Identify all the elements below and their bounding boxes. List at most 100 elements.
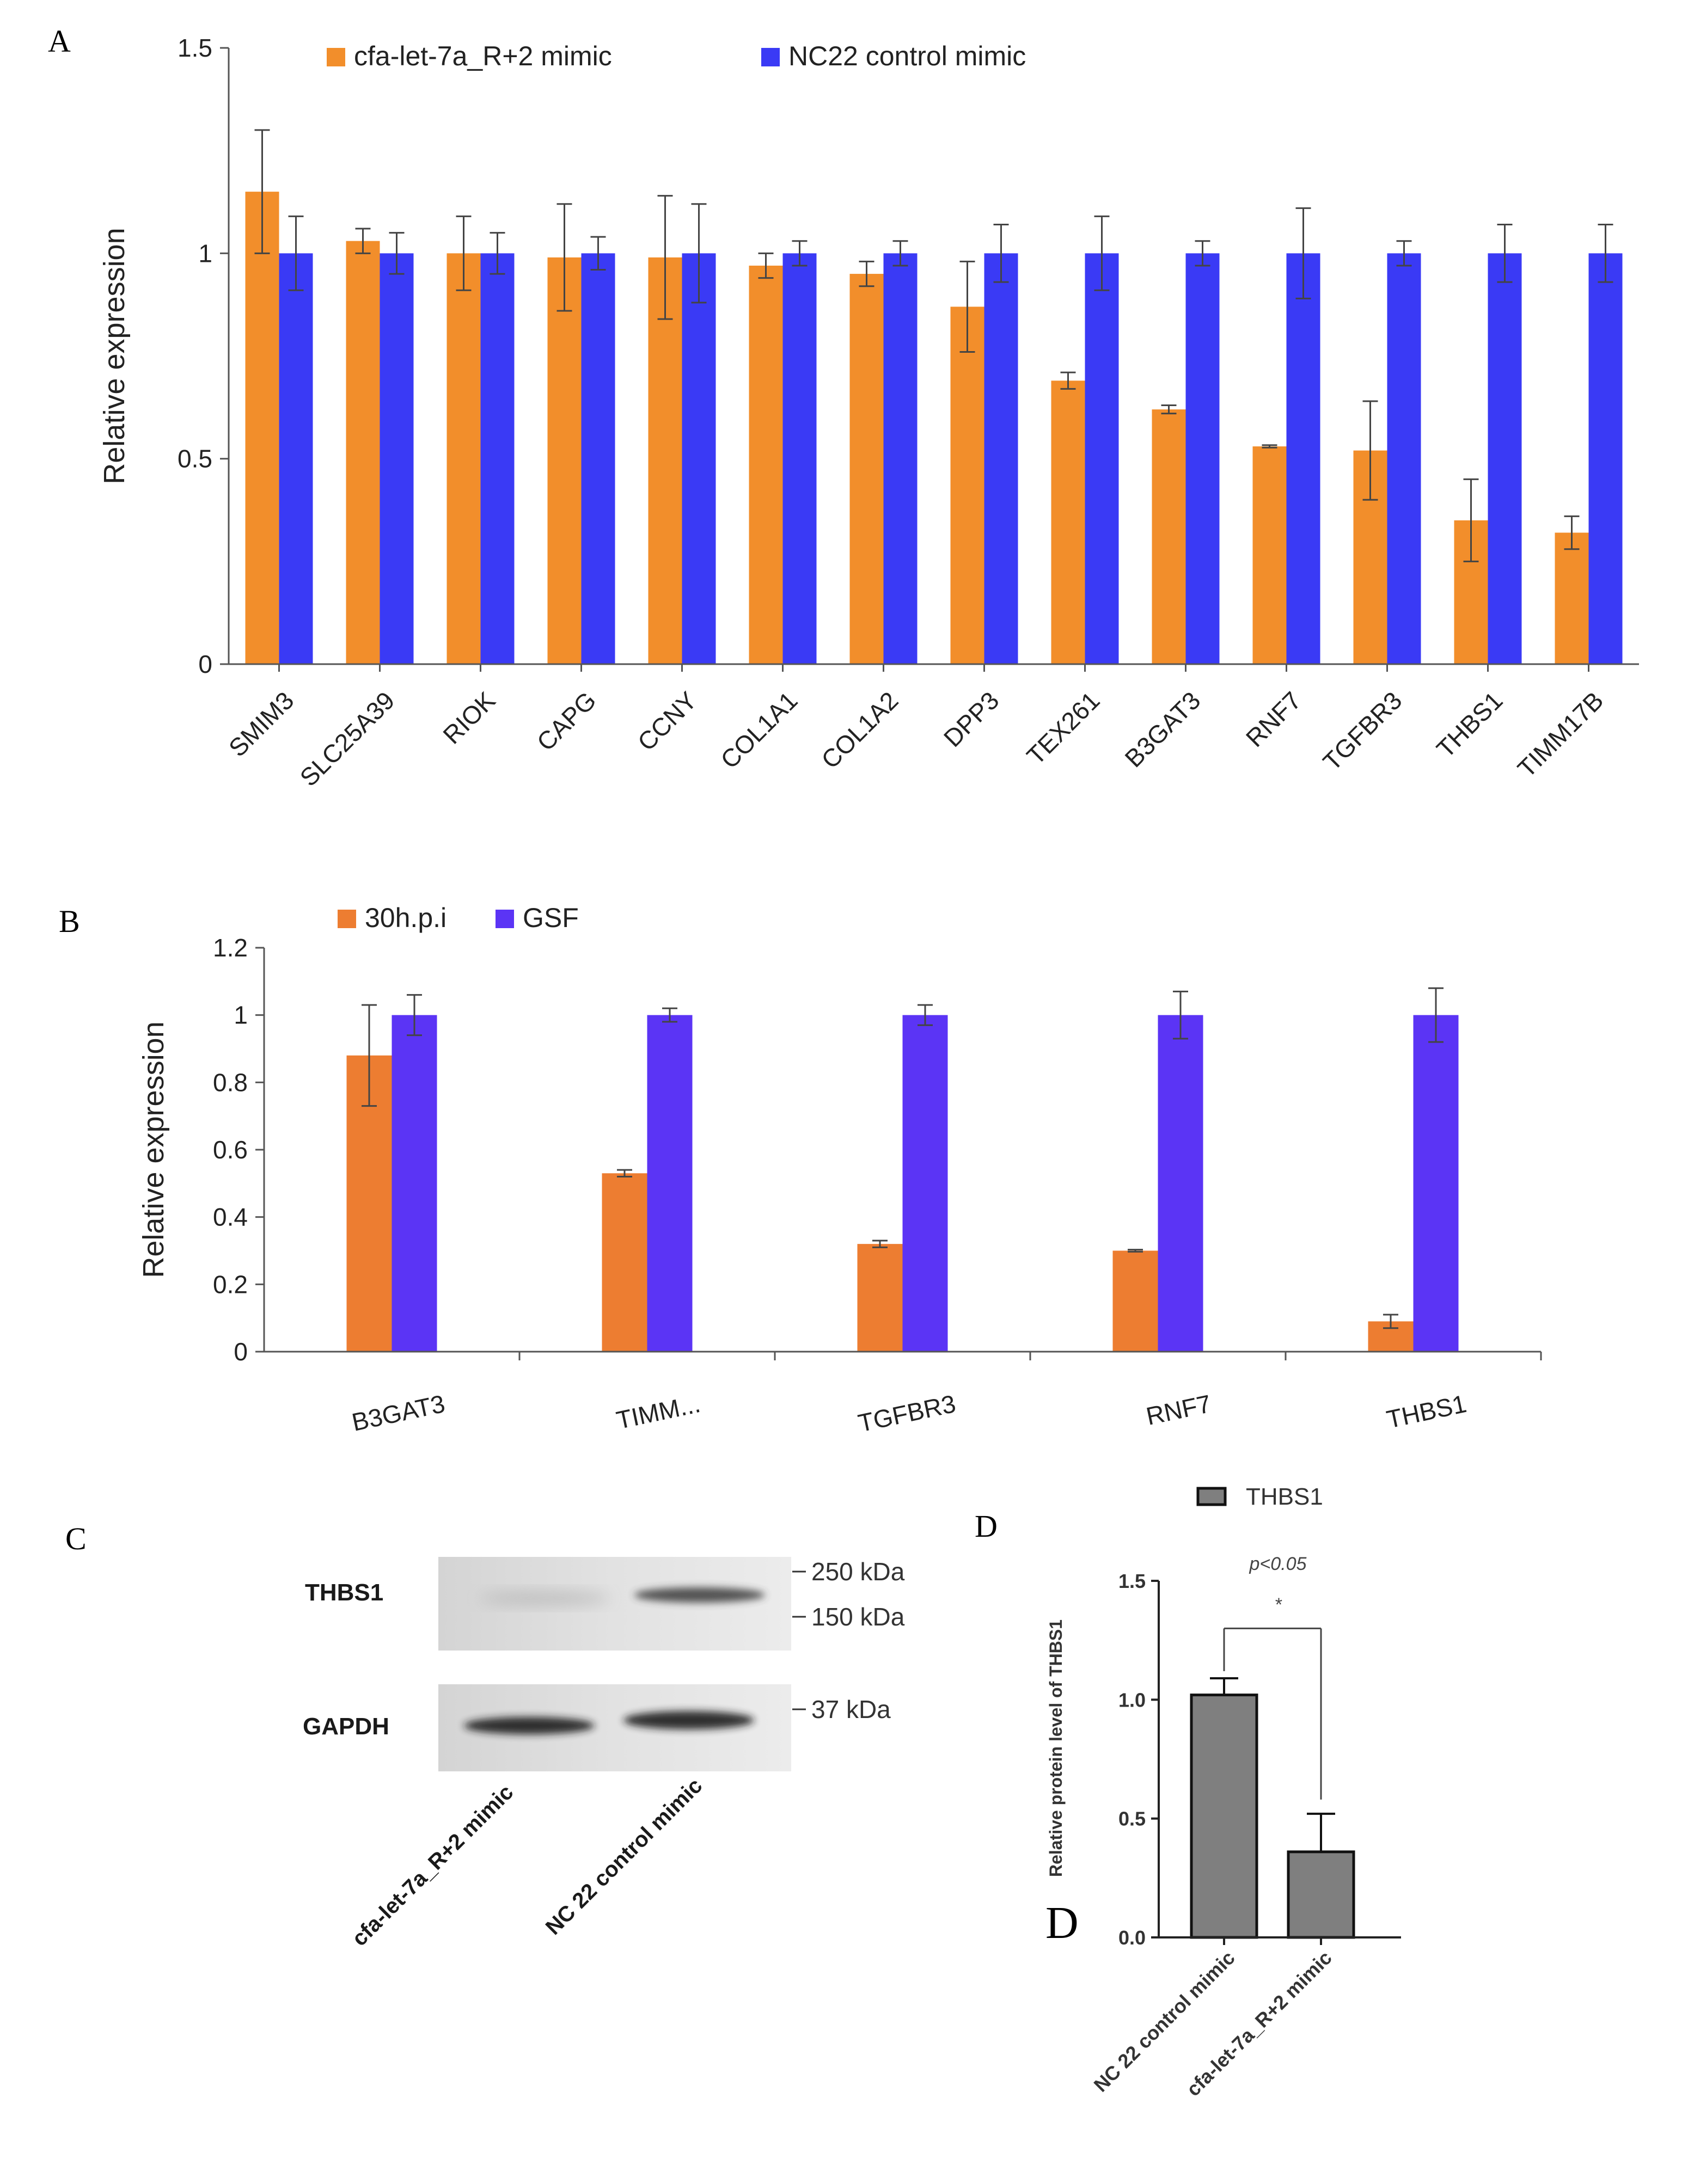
chart-d-ytick-label: 0.5 bbox=[1118, 1808, 1146, 1830]
chart-a-bar-smim3-cfa-let-7a-r-2-mimic bbox=[245, 192, 279, 665]
chart-a-category-label: SLC25A39 bbox=[294, 686, 400, 792]
chart-a-error-bar-b3gat3-cfa-let-7a-r-2-mimic bbox=[1161, 404, 1177, 415]
chart-a-bar-col1a2-nc22-control-mimic bbox=[883, 253, 918, 664]
chart-a-category-label: TGFBR3 bbox=[1317, 686, 1407, 776]
chart-a-bar-col1a2-cfa-let-7a-r-2-mimic bbox=[849, 274, 884, 665]
chart-a-error-bar-b3gat3-nc22-control-mimic bbox=[1195, 240, 1210, 267]
panel-letter-d-overlay: D bbox=[1045, 1898, 1079, 1948]
chart-d-bar-cfa-let-7a-r-2-mimic bbox=[1287, 1850, 1355, 1939]
chart-a-category-label: CAPG bbox=[531, 686, 602, 756]
chart-a-error-bar-capg-nc22-control-mimic bbox=[590, 236, 606, 271]
chart-b: 30h.p.i GSF 0 0.2 0.4 0.6 0.8 1 1.2 Relative exp… bbox=[137, 903, 1542, 1438]
chart-a-bar-tex261-nc22-control-mimic bbox=[1085, 253, 1119, 664]
chart-b-error-bar-b3gat3-30h-p-i bbox=[362, 1004, 377, 1107]
chart-b-legend-item-gsf: GSF bbox=[496, 903, 579, 933]
chart-b-ytick-label: 0 bbox=[234, 1338, 248, 1366]
chart-a-error-bar-col1a2-nc22-control-mimic bbox=[892, 240, 908, 267]
chart-a-bar-capg-nc22-control-mimic bbox=[581, 253, 615, 664]
chart-a-y-axis-label: Relative expression bbox=[98, 228, 131, 484]
chart-a-error-bar-dpp3-cfa-let-7a-r-2-mimic bbox=[959, 260, 975, 353]
chart-b-category-label: RNF7 bbox=[1143, 1389, 1213, 1431]
chart-a-category-label: COL1A1 bbox=[715, 686, 803, 774]
blot-band-gapdh-lane1 bbox=[464, 1717, 595, 1734]
blot-lane-label-1: cfa-let-7a_R+2 mimic bbox=[347, 1780, 518, 1950]
chart-a-legend-label: NC22 control mimic bbox=[788, 41, 1026, 71]
chart-a-bar-dpp3-cfa-let-7a-r-2-mimic bbox=[950, 306, 984, 664]
chart-a-ytick-label: 0.5 bbox=[178, 445, 212, 473]
chart-b-bar-thbs1-gsf bbox=[1413, 1015, 1459, 1352]
chart-a-error-bar-smim3-cfa-let-7a-r-2-mimic bbox=[254, 129, 270, 254]
chart-a-category-label: TEX261 bbox=[1021, 686, 1105, 770]
chart-a-error-bar-smim3-nc22-control-mimic bbox=[288, 215, 304, 291]
chart-a-legend-item-nc22-control-mimic: NC22 control mimic bbox=[761, 41, 1026, 71]
chart-b-error-bar-thbs1-gsf bbox=[1428, 987, 1444, 1043]
chart-d-error-bar-cfa-let-7a-r-2-mimic bbox=[1307, 1812, 1335, 1852]
blot-band-gapdh-lane2 bbox=[623, 1711, 754, 1729]
chart-d: THBS1 0.0 0.5 1.0 1.5 Relative protein level… bbox=[1046, 1483, 1401, 2101]
chart-b-ytick-label: 1.2 bbox=[213, 934, 248, 962]
chart-a-bar-b3gat3-nc22-control-mimic bbox=[1185, 253, 1220, 664]
chart-b-legend-label: GSF bbox=[523, 903, 579, 933]
blot-marker-150: 150 kDa bbox=[811, 1603, 905, 1631]
chart-b-error-bar-thbs1-30h-p-i bbox=[1383, 1314, 1398, 1329]
chart-a-legend-label: cfa-let-7a_R+2 mimic bbox=[354, 41, 612, 71]
chart-b-error-bar-tgfbr3-30h-p-i bbox=[872, 1240, 888, 1248]
chart-b-error-bar-tgfbr3-gsf bbox=[918, 1004, 933, 1026]
panel-letter-a: A bbox=[48, 23, 71, 59]
western-blot: THBS1 GAPDH 250 kDa 150 kDa 37 kDa cfa-l… bbox=[303, 1557, 905, 1951]
chart-d-significance: p<0.05 * bbox=[1223, 1554, 1322, 1800]
chart-d-bar-nc-22-control-mimic bbox=[1190, 1694, 1258, 1939]
chart-a-bar-col1a1-nc22-control-mimic bbox=[782, 253, 817, 664]
chart-b-error-bar-timm-30h-p-i bbox=[617, 1169, 632, 1177]
blot-row-label-thbs1: THBS1 bbox=[305, 1579, 383, 1606]
chart-b-legend-swatch bbox=[496, 910, 514, 928]
chart-a-bar-slc25a39-cfa-let-7a-r-2-mimic bbox=[346, 241, 380, 664]
chart-a-category-label: COL1A2 bbox=[816, 686, 904, 774]
chart-a: cfa-let-7a_R+2 mimic NC22 control mimic 0… bbox=[98, 34, 1639, 792]
blot-band-thbs1-lane1 bbox=[479, 1593, 610, 1604]
blot-row-label-gapdh: GAPDH bbox=[303, 1713, 389, 1740]
chart-a-error-bar-col1a1-cfa-let-7a-r-2-mimic bbox=[758, 252, 774, 279]
chart-a-error-bar-dpp3-nc22-control-mimic bbox=[993, 224, 1009, 283]
chart-a-error-bar-timm17b-nc22-control-mimic bbox=[1598, 224, 1613, 283]
chart-a-ytick-label: 1 bbox=[198, 239, 212, 267]
blot-lane-label-2: NC 22 control mimic bbox=[541, 1774, 707, 1940]
chart-d-p-value: p<0.05 bbox=[1249, 1554, 1307, 1574]
chart-b-legend-label: 30h.p.i bbox=[365, 903, 447, 933]
chart-a-legend-swatch bbox=[327, 48, 345, 66]
chart-a-bar-smim3-nc22-control-mimic bbox=[279, 253, 313, 664]
chart-b-bars bbox=[346, 987, 1459, 1352]
chart-a-error-bar-rnf7-nc22-control-mimic bbox=[1295, 207, 1311, 299]
chart-a-bar-riok-cfa-let-7a-r-2-mimic bbox=[447, 253, 481, 664]
chart-b-bar-rnf7-30h-p-i bbox=[1112, 1250, 1158, 1352]
chart-b-category-label: TIMM... bbox=[614, 1389, 702, 1434]
chart-b-ytick-label: 0.4 bbox=[213, 1203, 248, 1231]
chart-a-bar-slc25a39-nc22-control-mimic bbox=[380, 253, 414, 664]
chart-b-error-bar-b3gat3-gsf bbox=[407, 994, 422, 1036]
chart-a-error-bar-ccny-cfa-let-7a-r-2-mimic bbox=[657, 195, 673, 320]
chart-d-legend-item-thbs1: THBS1 bbox=[1196, 1483, 1323, 1510]
chart-b-category-label: THBS1 bbox=[1384, 1389, 1469, 1434]
chart-a-bar-tex261-cfa-let-7a-r-2-mimic bbox=[1051, 381, 1085, 664]
chart-a-bar-thbs1-nc22-control-mimic bbox=[1488, 253, 1522, 664]
chart-a-category-label: B3GAT3 bbox=[1119, 686, 1206, 772]
chart-a-bar-rnf7-cfa-let-7a-r-2-mimic bbox=[1252, 446, 1287, 664]
chart-a-error-bar-capg-cfa-let-7a-r-2-mimic bbox=[556, 203, 572, 312]
chart-a-error-bar-slc25a39-cfa-let-7a-r-2-mimic bbox=[355, 228, 371, 254]
chart-b-bar-tgfbr3-gsf bbox=[902, 1015, 948, 1352]
chart-d-bars bbox=[1190, 1677, 1355, 1939]
chart-a-bar-ccny-cfa-let-7a-r-2-mimic bbox=[648, 257, 682, 664]
chart-d-ytick-label: 1.5 bbox=[1118, 1570, 1146, 1592]
chart-a-bar-dpp3-nc22-control-mimic bbox=[984, 253, 1018, 664]
chart-b-ytick-label: 0.6 bbox=[213, 1136, 248, 1164]
chart-d-legend-label: THBS1 bbox=[1246, 1483, 1323, 1510]
chart-d-asterisk: * bbox=[1274, 1594, 1282, 1615]
chart-a-error-bar-thbs1-cfa-let-7a-r-2-mimic bbox=[1463, 478, 1479, 562]
chart-a-category-label: THBS1 bbox=[1431, 686, 1508, 763]
chart-b-category-label: TGFBR3 bbox=[855, 1389, 958, 1438]
chart-b-y-axis-label: Relative expression bbox=[137, 1021, 170, 1278]
chart-b-legend: 30h.p.i GSF bbox=[338, 903, 579, 933]
chart-b-legend-item-30h-p-i: 30h.p.i bbox=[338, 903, 447, 933]
chart-d-significance-bracket bbox=[1223, 1627, 1322, 1800]
chart-b-ytick-label: 1 bbox=[234, 1001, 248, 1029]
